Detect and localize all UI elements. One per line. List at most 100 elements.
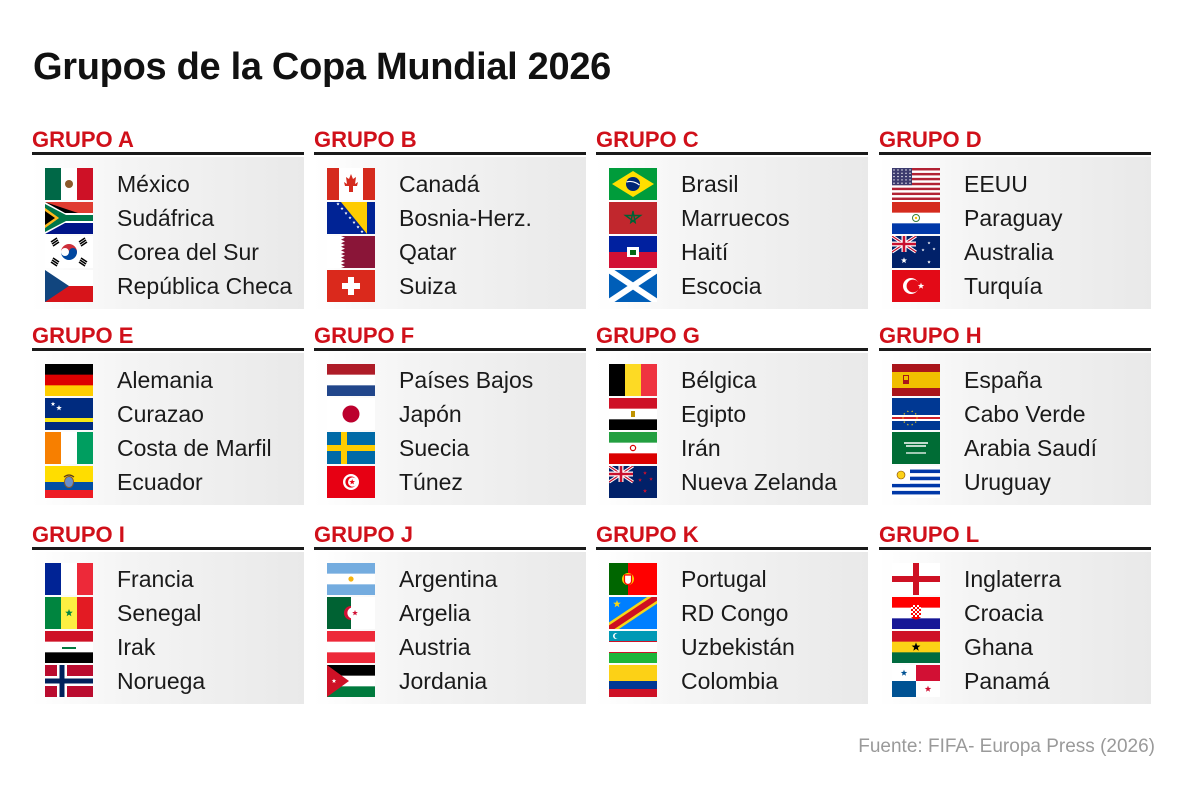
team-name: Canadá: [399, 170, 480, 197]
team-name: Inglaterra: [964, 565, 1062, 592]
south-korea-flag-icon: [45, 236, 93, 268]
bosnia-flag-icon: [327, 202, 375, 234]
team-row: Jordania: [314, 664, 586, 698]
team-name: Nueva Zelanda: [681, 468, 837, 495]
group-card: GRUPO A México Sudáfrica Corea del Sur Rep…: [32, 124, 304, 309]
new-zealand-flag-icon: [609, 466, 657, 498]
source-note: Fuente: FIFA- Europa Press (2026): [858, 736, 1155, 757]
team-row: Túnez: [314, 465, 586, 499]
team-row: Irán: [596, 431, 868, 465]
austria-flag-icon: [327, 631, 375, 663]
paraguay-flag-icon: [892, 202, 940, 234]
team-name: Curazao: [117, 400, 204, 427]
group-team-list: EEUU Paraguay Australia Turquía: [879, 157, 1151, 309]
team-row: Senegal: [32, 596, 304, 630]
team-row: México: [32, 167, 304, 201]
team-row: Uzbekistán: [596, 630, 868, 664]
algeria-flag-icon: [327, 597, 375, 629]
england-flag-icon: [892, 563, 940, 595]
group-label: GRUPO G: [596, 320, 868, 351]
haiti-flag-icon: [609, 236, 657, 268]
team-name: Arabia Saudí: [964, 434, 1097, 461]
team-name: Colombia: [681, 667, 779, 694]
team-row: Suecia: [314, 431, 586, 465]
groups-grid: GRUPO A México Sudáfrica Corea del Sur Rep…: [32, 124, 1152, 714]
team-name: Suecia: [399, 434, 470, 461]
team-row: Argentina: [314, 562, 586, 596]
team-name: Uruguay: [964, 468, 1051, 495]
team-name: España: [964, 366, 1043, 393]
team-name: Países Bajos: [399, 366, 534, 393]
team-name: Noruega: [117, 667, 206, 694]
morocco-flag-icon: [609, 202, 657, 234]
portugal-flag-icon: [609, 563, 657, 595]
team-name: Escocia: [681, 272, 762, 299]
group-team-list: Inglaterra Croacia Ghana Panamá: [879, 552, 1151, 704]
group-card: GRUPO I Francia Senegal Irak Noruega: [32, 519, 304, 704]
team-name: Qatar: [399, 238, 457, 265]
team-row: Bélgica: [596, 363, 868, 397]
group-card: GRUPO E Alemania Curazao Costa de Marfil Ecu…: [32, 320, 304, 505]
team-name: Argelia: [399, 599, 471, 626]
australia-flag-icon: [892, 236, 940, 268]
ghana-flag-icon: [892, 631, 940, 663]
japan-flag-icon: [327, 398, 375, 430]
team-row: Arabia Saudí: [879, 431, 1151, 465]
team-row: Suiza: [314, 269, 586, 303]
team-row: Marruecos: [596, 201, 868, 235]
team-row: Escocia: [596, 269, 868, 303]
team-name: Bosnia-Herz.: [399, 204, 532, 231]
group-team-list: Bélgica Egipto Irán Nueva Zelanda: [596, 353, 868, 505]
team-name: Ghana: [964, 633, 1034, 660]
panama-flag-icon: [892, 665, 940, 697]
group-label: GRUPO F: [314, 320, 586, 351]
team-name: Brasil: [681, 170, 739, 197]
team-row: Portugal: [596, 562, 868, 596]
dr-congo-flag-icon: [609, 597, 657, 629]
czech-republic-flag-icon: [45, 270, 93, 302]
group-label: GRUPO B: [314, 124, 586, 155]
team-name: Panamá: [964, 667, 1050, 694]
iraq-flag-icon: [45, 631, 93, 663]
argentina-flag-icon: [327, 563, 375, 595]
team-row: Croacia: [879, 596, 1151, 630]
saudi-arabia-flag-icon: [892, 432, 940, 464]
group-team-list: Brasil Marruecos Haití Escocia: [596, 157, 868, 309]
group-team-list: Portugal RD Congo Uzbekistán Colombia: [596, 552, 868, 704]
team-name: Uzbekistán: [681, 633, 795, 660]
sweden-flag-icon: [327, 432, 375, 464]
team-row: Cabo Verde: [879, 397, 1151, 431]
team-row: Brasil: [596, 167, 868, 201]
tunisia-flag-icon: [327, 466, 375, 498]
team-name: Cabo Verde: [964, 400, 1086, 427]
team-row: Japón: [314, 397, 586, 431]
usa-flag-icon: [892, 168, 940, 200]
team-row: Nueva Zelanda: [596, 465, 868, 499]
south-africa-flag-icon: [45, 202, 93, 234]
team-name: Australia: [964, 238, 1054, 265]
group-card: GRUPO J Argentina Argelia Austria Jordania: [314, 519, 586, 704]
team-name: Haití: [681, 238, 729, 265]
france-flag-icon: [45, 563, 93, 595]
group-card: GRUPO G Bélgica Egipto Irán Nueva Zelanda: [596, 320, 868, 505]
ivory-coast-flag-icon: [45, 432, 93, 464]
iran-flag-icon: [609, 432, 657, 464]
switzerland-flag-icon: [327, 270, 375, 302]
team-row: Ecuador: [32, 465, 304, 499]
ecuador-flag-icon: [45, 466, 93, 498]
team-name: Marruecos: [681, 204, 790, 231]
team-name: Japón: [399, 400, 462, 427]
group-label: GRUPO H: [879, 320, 1151, 351]
team-row: Alemania: [32, 363, 304, 397]
group-card: GRUPO B Canadá Bosnia-Herz. Qatar Suiza: [314, 124, 586, 309]
group-team-list: Argentina Argelia Austria Jordania: [314, 552, 586, 704]
team-name: Irán: [681, 434, 721, 461]
qatar-flag-icon: [327, 236, 375, 268]
team-row: Canadá: [314, 167, 586, 201]
team-row: Costa de Marfil: [32, 431, 304, 465]
egypt-flag-icon: [609, 398, 657, 430]
team-name: México: [117, 170, 190, 197]
team-name: Jordania: [399, 667, 488, 694]
curacao-flag-icon: [45, 398, 93, 430]
group-card: GRUPO K Portugal RD Congo Uzbekistán Colombi…: [596, 519, 868, 704]
